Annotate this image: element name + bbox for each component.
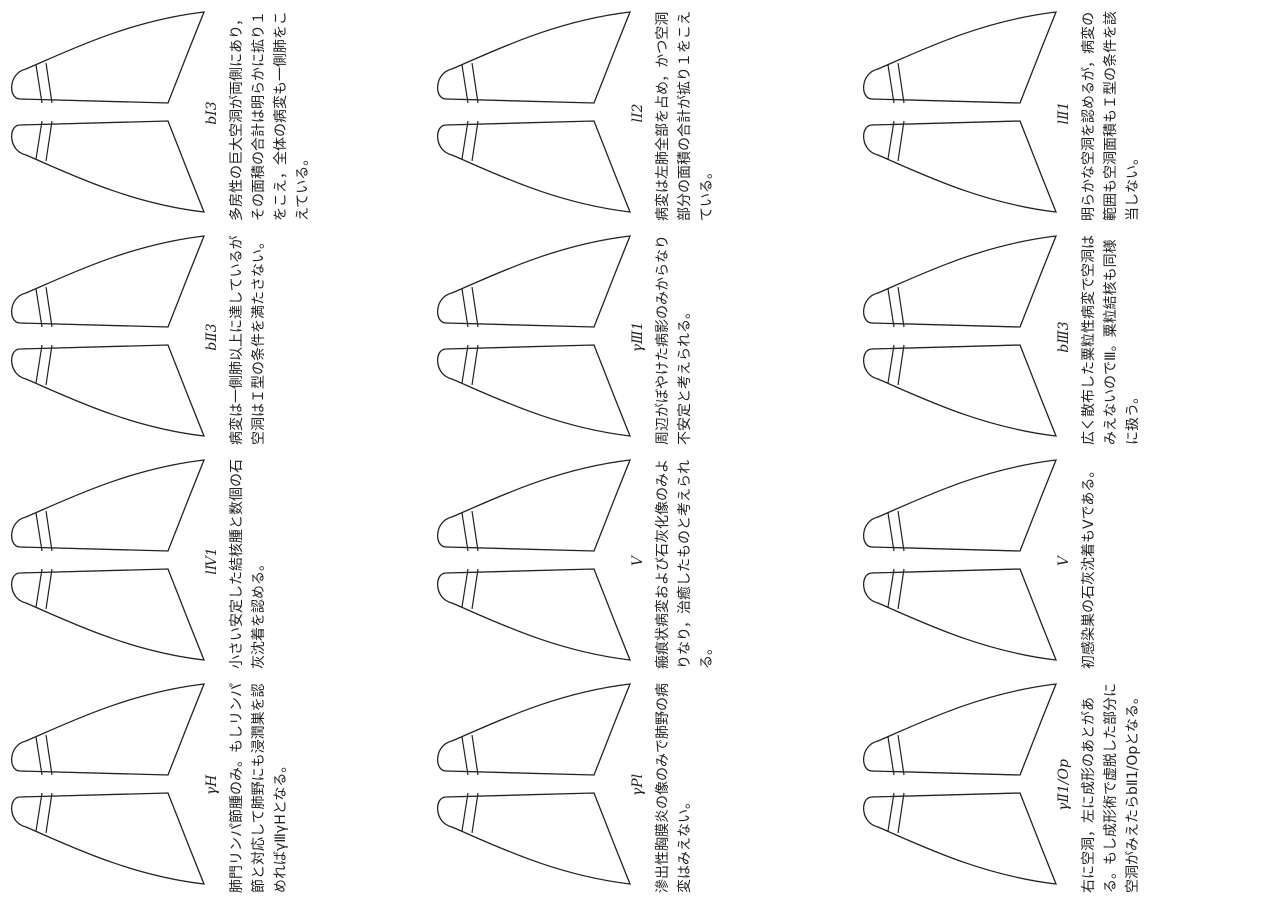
- lung-drawing: [430, 225, 635, 449]
- lung-outline: [438, 569, 630, 660]
- lung: [864, 460, 1056, 551]
- lung: [864, 121, 1056, 212]
- panel: bⅡ3 病変は一側肺以上に達しているが空洞はＩ型の条件を満たさない。: [0, 225, 426, 449]
- panel-caption: 多房性の巨大空洞が両側にあり，その面積の合計は明らかに拡り１をこえ，全体の病変も…: [226, 7, 314, 221]
- panel: lⅣ1 小さい安定した結核腫と数個の石灰沈着を認める。: [0, 449, 426, 673]
- lung: [12, 684, 204, 775]
- lung: [438, 345, 630, 436]
- panel-caption: 肺門リンパ節腫のみ。もしリンパ節と対応して肺野にも浸潤巣を認めればγⅢγHとなる…: [226, 679, 292, 893]
- lung-drawing: [430, 673, 635, 897]
- lung: [864, 793, 1056, 884]
- panel: Ⅴ 初感染巣の石灰沈着もⅤである。: [852, 449, 1278, 673]
- lung: [12, 460, 204, 551]
- panel: bⅢ3 広く散布した粟粒性病変で空洞はみえないのでⅢ。粟粒結核も同様に扱う。: [852, 225, 1278, 449]
- lung: [864, 684, 1056, 775]
- lung-outline: [12, 569, 204, 660]
- lung-outline: [438, 684, 630, 775]
- panel-label: γH: [204, 673, 220, 897]
- lung-drawing: [4, 225, 209, 449]
- lung-drawing: [856, 673, 1061, 897]
- panel-label: γⅢ1: [630, 225, 646, 449]
- lung-outline: [12, 460, 204, 551]
- panel-label: Ⅴ: [1056, 449, 1072, 673]
- lung: [864, 12, 1056, 103]
- lung-outline: [438, 121, 630, 212]
- lung-drawing: [4, 449, 209, 673]
- lung-outline: [12, 121, 204, 212]
- panel-caption: 広く散布した粟粒性病変で空洞はみえないのでⅢ。粟粒結核も同様に扱う。: [1078, 231, 1144, 445]
- lung-outline: [12, 12, 204, 103]
- lung-outline: [864, 345, 1056, 436]
- lung-outline: [438, 12, 630, 103]
- panel: γPl 滲出性胸膜炎の像のみで肺野の病変はみえない。: [426, 673, 852, 897]
- lung-drawing: [856, 1, 1061, 225]
- lung-outline: [12, 236, 204, 327]
- lung-outline: [864, 236, 1056, 327]
- panel-caption: 初感染巣の石灰沈着もⅤである。: [1078, 455, 1100, 669]
- lung-drawing: [430, 449, 635, 673]
- panel-caption: 滲出性胸膜炎の像のみで肺野の病変はみえない。: [652, 679, 696, 893]
- panel-caption: 病変は左肺全部を占め，かつ空洞部分の面積の合計が拡り１をこえている。: [652, 7, 718, 221]
- lung: [12, 345, 204, 436]
- lung-outline: [864, 121, 1056, 212]
- lung-drawing: [856, 225, 1061, 449]
- lung-outline: [12, 684, 204, 775]
- panel-label: bⅡ3: [204, 225, 220, 449]
- lung: [438, 460, 630, 551]
- lung: [12, 569, 204, 660]
- panel-label: lⅣ1: [204, 449, 220, 673]
- panel-caption: 病変は一側肺以上に達しているが空洞はＩ型の条件を満たさない。: [226, 231, 270, 445]
- lung-drawing: [4, 1, 209, 225]
- lung: [438, 12, 630, 103]
- lung: [438, 236, 630, 327]
- panel-caption: 瘢痕状病変および石灰化像のみよりなり，治癒したものと考えられる。: [652, 455, 718, 669]
- panel-label: γPl: [630, 673, 646, 897]
- panel: γⅡ1/Op 右に空洞，左に成形のあとがある。もし成形術で虚脱した部分に空洞がみえ…: [852, 673, 1278, 897]
- panel-label: bⅠ3: [204, 1, 220, 225]
- lung: [438, 569, 630, 660]
- document-page: bⅠ3 多房性の巨大空洞が両側にあり，その面積の合計は明らかに拡り１をこえ，全体の…: [0, 0, 1279, 897]
- lung-outline: [864, 793, 1056, 884]
- panel-label: lⅠ2: [630, 1, 646, 225]
- lung: [864, 236, 1056, 327]
- panel-label: Ⅴ: [630, 449, 646, 673]
- lung: [12, 121, 204, 212]
- lung: [12, 12, 204, 103]
- lung-outline: [438, 345, 630, 436]
- lung-outline: [864, 12, 1056, 103]
- lung-outline: [438, 460, 630, 551]
- lung: [12, 236, 204, 327]
- lung-outline: [864, 460, 1056, 551]
- panel-caption: 右に空洞，左に成形のあとがある。もし成形術で虚脱した部分に空洞がみえたらbⅡ1/…: [1078, 679, 1144, 893]
- panel: lⅡ1 明らかな空洞を認めるが，病変の範囲も空洞面積もＩ型の条件を該当しない。: [852, 1, 1278, 225]
- panel: lⅠ2 病変は左肺全部を占め，かつ空洞部分の面積の合計が拡り１をこえている。: [426, 1, 852, 225]
- lung-outline: [12, 793, 204, 884]
- panel-label: bⅢ3: [1056, 225, 1072, 449]
- lung-drawing: [856, 449, 1061, 673]
- panel: γⅢ1 周辺がぼやけた病影のみからなり不安定と考えられる。: [426, 225, 852, 449]
- lung-outline: [12, 345, 204, 436]
- panel-caption: 明らかな空洞を認めるが，病変の範囲も空洞面積もＩ型の条件を該当しない。: [1078, 7, 1144, 221]
- lung: [864, 345, 1056, 436]
- lung: [438, 793, 630, 884]
- panel-caption: 周辺がぼやけた病影のみからなり不安定と考えられる。: [652, 231, 696, 445]
- panel: bⅠ3 多房性の巨大空洞が両側にあり，その面積の合計は明らかに拡り１をこえ，全体の…: [0, 1, 426, 225]
- panel-label: lⅡ1: [1056, 1, 1072, 225]
- lung: [438, 121, 630, 212]
- lung-outline: [438, 236, 630, 327]
- lung: [438, 684, 630, 775]
- lung: [12, 793, 204, 884]
- lung-outline: [438, 793, 630, 884]
- lung-drawing: [4, 673, 209, 897]
- lung-outline: [864, 684, 1056, 775]
- panel-caption: 小さい安定した結核腫と数個の石灰沈着を認める。: [226, 455, 270, 669]
- lung-drawing: [430, 1, 635, 225]
- lung: [864, 569, 1056, 660]
- panel-label: γⅡ1/Op: [1056, 673, 1072, 897]
- lung-outline: [864, 569, 1056, 660]
